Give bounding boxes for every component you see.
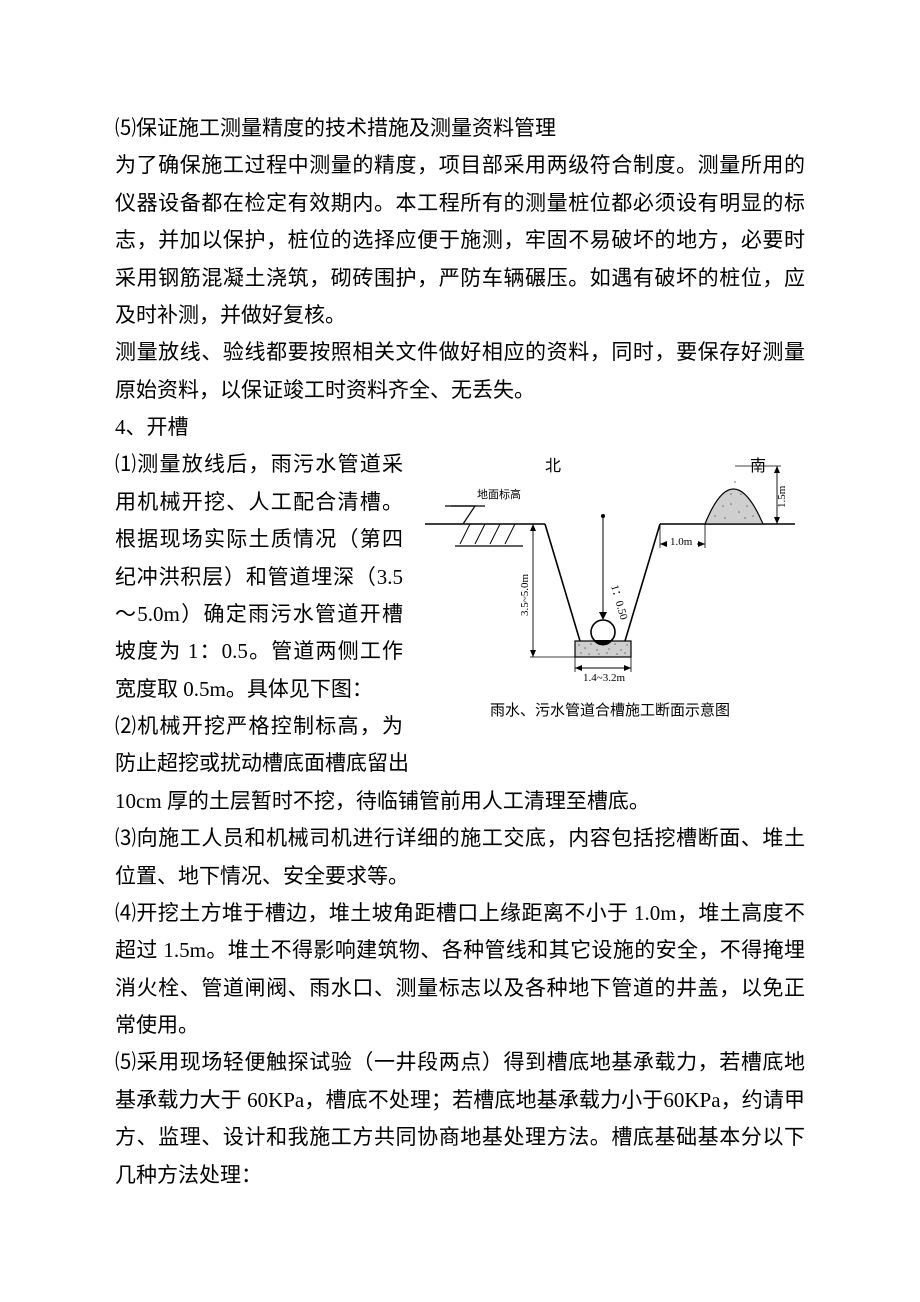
figure-caption: 雨水、污水管道合槽施工断面示意图 xyxy=(415,699,805,720)
paragraph-measurement-precision: 为了确保施工过程中测量的精度，项目部采用两级符合制度。测量所用的仪器设备都在检定… xyxy=(115,147,805,334)
paragraph-trench-2b: 10cm 厚的土层暂时不挖，待临铺管前用人工清理至槽底。 xyxy=(115,783,805,820)
label-slope: 1：0.50 xyxy=(608,584,630,622)
trench-svg: 地面标高 北 南 xyxy=(415,446,805,691)
label-bottom-width: 1.4~3.2m xyxy=(583,672,625,684)
trench-cross-section-figure: 地面标高 北 南 xyxy=(415,446,805,720)
paragraph-trench-5: ⑸采用现场轻便触探试验（一井段两点）得到槽底地基承载力，若槽底地基承载力大于 6… xyxy=(115,1044,805,1194)
paragraph-trench-4: ⑷开挖土方堆于槽边，堆土坡角距槽口上缘距离不小于 1.0m，堆土高度不超过 1.… xyxy=(115,895,805,1045)
trench-text-with-figure: 地面标高 北 南 xyxy=(115,446,805,782)
label-pile-height: 1.5m xyxy=(776,486,788,509)
label-pile-offset: 1.0m xyxy=(670,536,693,548)
label-north: 北 xyxy=(545,457,561,475)
heading-section-4: 4、开槽 xyxy=(115,409,805,446)
paragraph-5-heading: ⑸保证施工测量精度的技术措施及测量资料管理 xyxy=(115,110,805,147)
label-depth: 3.5~5.0m xyxy=(519,574,531,616)
label-ground-level: 地面标高 xyxy=(477,487,521,501)
paragraph-measurement-records: 测量放线、验线都要按照相关文件做好相应的资料，同时，要保存好测量原始资料，以保证… xyxy=(115,334,805,409)
paragraph-trench-3: ⑶向施工人员和机械司机进行详细的施工交底，内容包括挖槽断面、堆土位置、地下情况、… xyxy=(115,820,805,895)
document-page: ⑸保证施工测量精度的技术措施及测量资料管理 为了确保施工过程中测量的精度，项目部… xyxy=(0,0,920,1302)
